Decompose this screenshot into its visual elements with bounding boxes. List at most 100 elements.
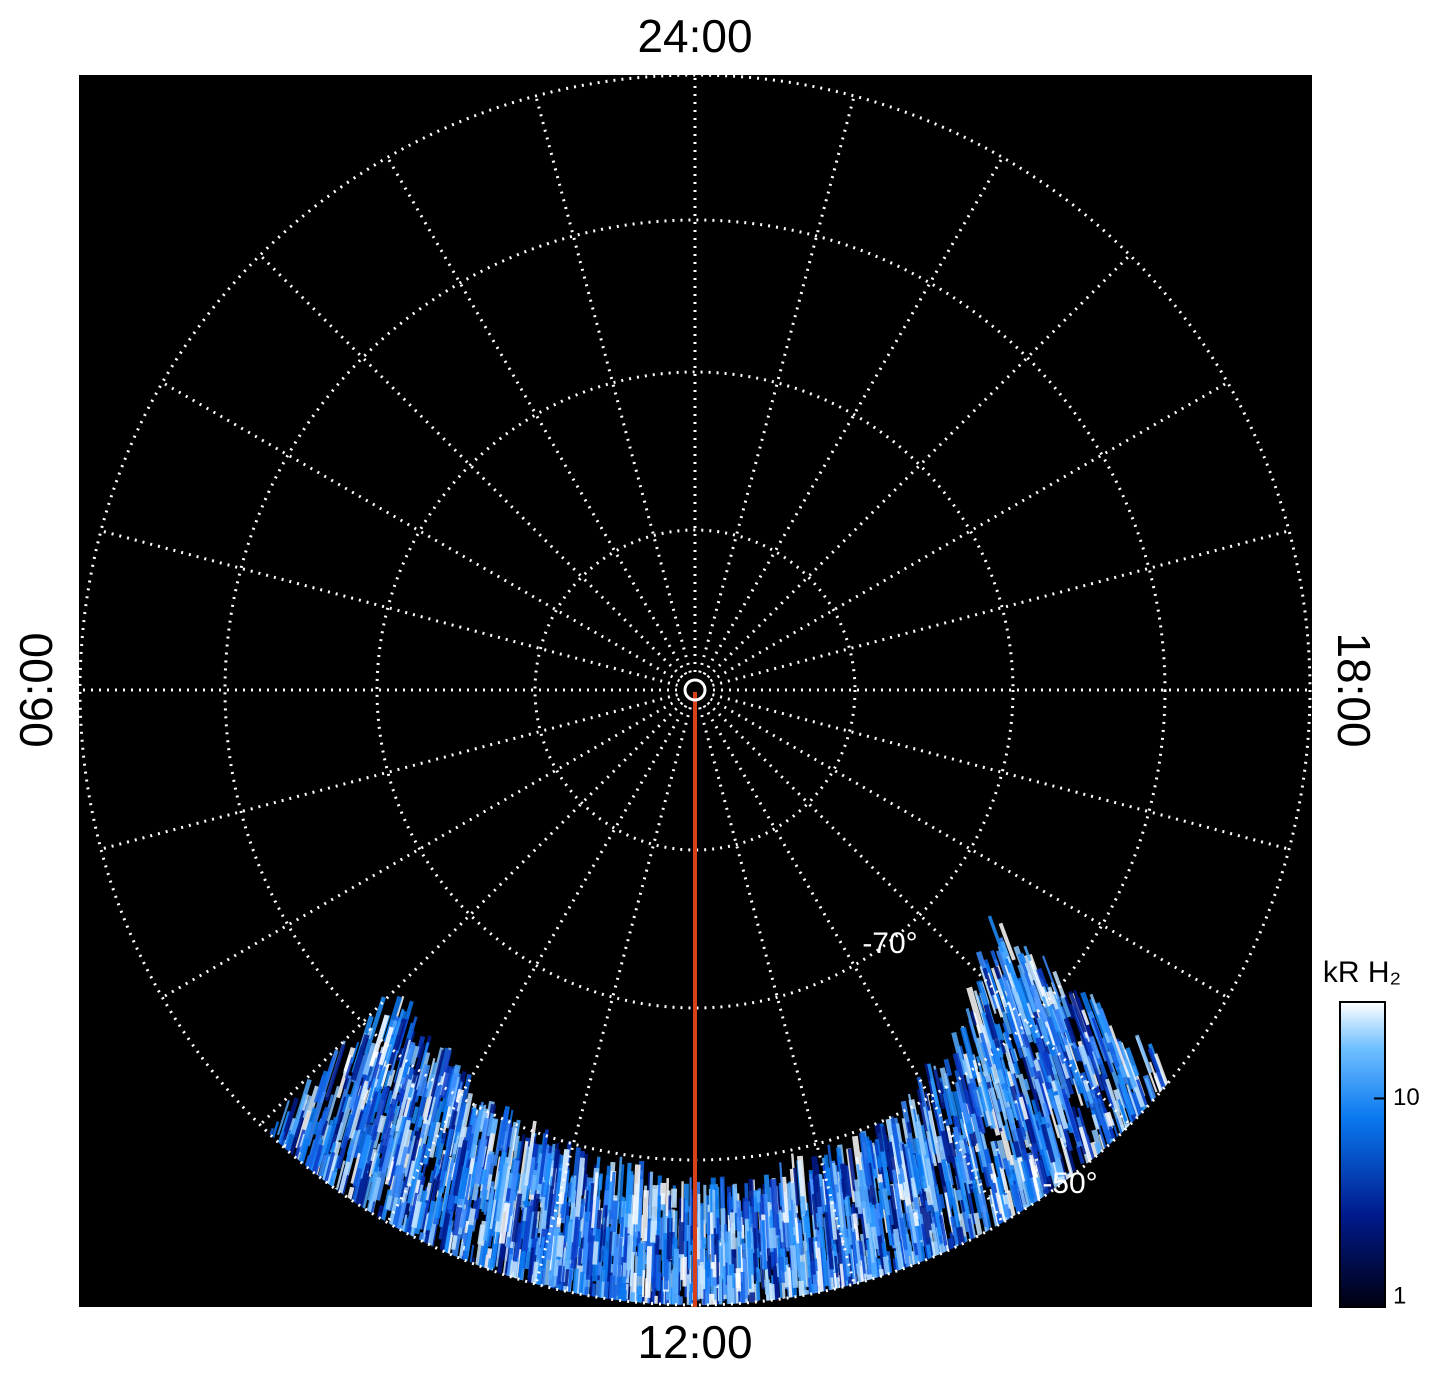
emission-streak [979, 965, 997, 1015]
emission-streak [952, 1115, 962, 1134]
emission-streak [453, 1126, 459, 1144]
emission-streak [602, 1277, 610, 1305]
emission-streak [756, 1190, 761, 1203]
emission-streak [951, 1031, 967, 1076]
emission-streak [1007, 1108, 1016, 1124]
emission-streak [998, 977, 1007, 992]
meridian [259, 701, 684, 1126]
emission-streak [452, 1134, 460, 1155]
emission-streak [1117, 1040, 1138, 1088]
emission-streak [906, 1121, 913, 1134]
emission-streak [574, 1157, 586, 1217]
emission-streak [996, 1084, 1006, 1113]
emission-streak [990, 1140, 998, 1157]
emission-streak [439, 1176, 452, 1228]
emission-streak [762, 1193, 771, 1250]
emission-streak [712, 1189, 716, 1229]
meridian [702, 156, 1004, 676]
emission-streak [1013, 1103, 1027, 1141]
latitude-ring [79, 75, 1312, 1307]
emission-streak [823, 1154, 833, 1199]
time-label-top: 24:00 [637, 10, 752, 62]
emission-streak [726, 1275, 734, 1305]
emission-streak [362, 1042, 377, 1076]
emission-streak [1077, 1045, 1098, 1090]
emission-streak [370, 1143, 381, 1175]
emission-streak [395, 1119, 411, 1167]
emission-streak [1037, 1052, 1050, 1083]
emission-streak [409, 1130, 422, 1161]
emission-streak [302, 1095, 312, 1119]
emission-streak [433, 1047, 449, 1098]
emission-streak [1064, 1029, 1072, 1044]
emission-streak [584, 1190, 589, 1212]
emission-streak [672, 1209, 676, 1233]
emission-streak [998, 922, 1016, 961]
emission-streak [910, 1177, 918, 1198]
emission-streak [915, 1154, 925, 1177]
emission-streak [512, 1135, 520, 1161]
latitude-ring [375, 370, 1015, 1010]
emission-streak [430, 1049, 446, 1097]
emission-streak [434, 1103, 449, 1158]
emission-streak [385, 1008, 405, 1066]
emission-streak [1042, 955, 1062, 1003]
emission-streak [425, 1200, 437, 1231]
emission-streak [315, 1081, 327, 1104]
meridian [100, 529, 679, 687]
emission-streak [367, 1166, 380, 1201]
emission-streak [1069, 1003, 1090, 1056]
emission-streak [1049, 1167, 1057, 1185]
emission-streak [323, 1116, 339, 1156]
emission-streak [742, 1197, 750, 1219]
emission-streak [941, 1159, 955, 1206]
emission-streak [349, 1085, 360, 1108]
meridian [259, 254, 684, 679]
emission-streak [680, 1181, 684, 1223]
emission-streak [521, 1205, 533, 1252]
emission-streak [811, 1156, 822, 1208]
emission-streak [506, 1159, 520, 1216]
emission-streak [874, 1141, 880, 1157]
emission-streak [1017, 952, 1027, 965]
emission-streak [1047, 986, 1059, 1010]
emission-streak [810, 1260, 816, 1275]
emission-streak [779, 1210, 784, 1243]
emission-streak [440, 1131, 447, 1144]
emission-streak [538, 1129, 549, 1185]
emission-streak [466, 1172, 477, 1217]
emission-streak [753, 1228, 758, 1268]
emission-streak [1117, 1099, 1128, 1125]
emission-streak [882, 1256, 890, 1275]
meridian [534, 706, 692, 1285]
emission-streak [580, 1206, 586, 1238]
emission-streak [489, 1117, 499, 1134]
emission-streak [355, 1110, 364, 1133]
emission-streak [687, 1278, 690, 1292]
emission-streak [603, 1190, 610, 1206]
emission-streak [541, 1233, 550, 1271]
emission-streak [659, 1182, 667, 1205]
emission-streak [335, 1127, 352, 1170]
emission-streak [1059, 995, 1072, 1018]
emission-streak [800, 1196, 807, 1215]
emission-streak [429, 1121, 441, 1158]
emission-streak [591, 1172, 599, 1229]
emission-streak [406, 1160, 415, 1187]
emission-streak [375, 1069, 385, 1094]
emission-streak [1002, 1043, 1016, 1075]
emission-streak [673, 1248, 679, 1294]
emission-streak [967, 1130, 979, 1169]
emission-streak [1125, 1084, 1141, 1121]
emission-streak [378, 1098, 398, 1154]
emission-streak [497, 1109, 510, 1152]
emission-streak [511, 1222, 522, 1272]
emission-streak [1035, 967, 1048, 988]
emission-streak [636, 1285, 643, 1305]
emission-streak [524, 1142, 534, 1186]
emission-streak [633, 1231, 637, 1256]
emission-streak [353, 1099, 372, 1159]
emission-streak [1052, 970, 1066, 999]
emission-streak [1083, 1038, 1105, 1091]
emission-streak [864, 1136, 875, 1177]
